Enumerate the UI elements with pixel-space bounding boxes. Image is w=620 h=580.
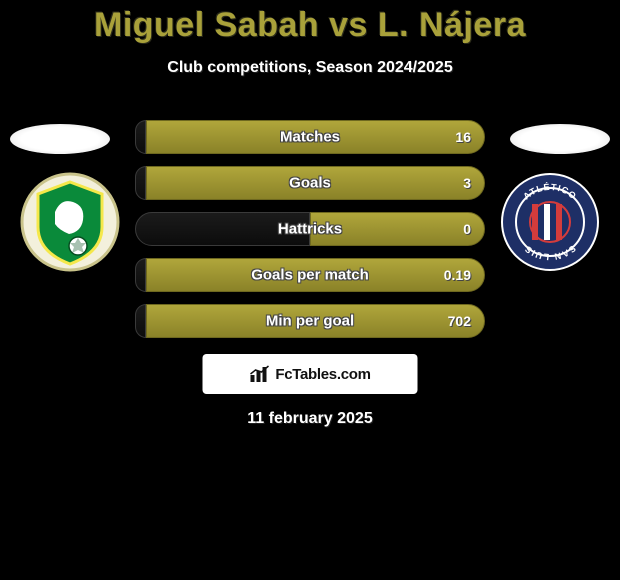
page-subtitle: Club competitions, Season 2024/2025 (0, 59, 620, 77)
stat-row: Goals per match 0.19 (135, 258, 485, 292)
stat-label: Min per goal (266, 313, 354, 330)
stat-value-right: 0.19 (444, 267, 471, 283)
club-badge-left (20, 172, 120, 272)
bar-chart-icon (249, 365, 271, 383)
fctables-label: FcTables.com (275, 366, 370, 383)
stat-value-right: 0 (463, 221, 471, 237)
infographic-date: 11 february 2025 (247, 410, 372, 428)
player-left-shadow (10, 124, 110, 154)
fctables-watermark[interactable]: FcTables.com (203, 354, 418, 394)
stat-value-right: 3 (463, 175, 471, 191)
stat-label: Goals per match (251, 267, 369, 284)
stat-value-right: 702 (448, 313, 471, 329)
stat-label: Hattricks (278, 221, 342, 238)
page-title: Miguel Sabah vs L. Nájera (0, 0, 620, 45)
stat-label: Matches (280, 129, 340, 146)
sanluis-badge-icon: ATLÉTICO SAN LUIS (500, 172, 600, 272)
stat-label: Goals (289, 175, 331, 192)
leon-badge-icon (20, 172, 120, 272)
player-right-shadow (510, 124, 610, 154)
stat-bar-left (135, 304, 146, 338)
stats-container: Matches 16 Goals 3 Hattricks 0 Goals per… (135, 120, 485, 350)
stat-row: Goals 3 (135, 166, 485, 200)
stat-value-right: 16 (455, 129, 471, 145)
club-badge-right: ATLÉTICO SAN LUIS (500, 172, 600, 272)
stat-row: Matches 16 (135, 120, 485, 154)
stat-row: Min per goal 702 (135, 304, 485, 338)
stat-bar-left (135, 258, 146, 292)
stat-bar-left (135, 166, 146, 200)
stat-bar-left (135, 120, 146, 154)
stat-row: Hattricks 0 (135, 212, 485, 246)
